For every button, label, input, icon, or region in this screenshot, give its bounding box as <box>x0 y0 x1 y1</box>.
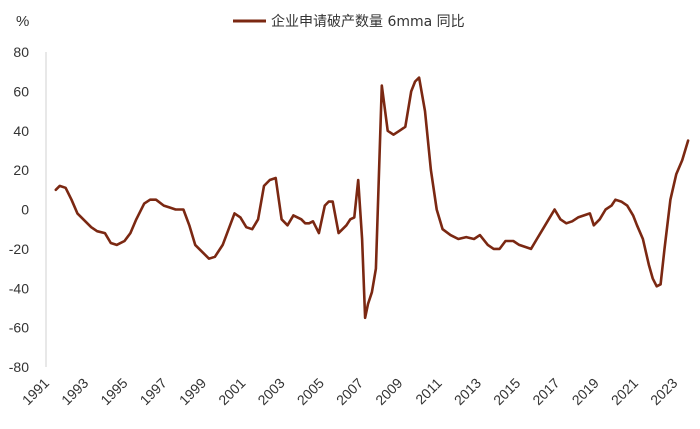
x-tick-label: 1991 <box>19 375 52 408</box>
y-tick-label: 60 <box>13 83 29 99</box>
x-tick-label: 2001 <box>215 375 248 408</box>
x-tick-label: 1995 <box>97 375 130 408</box>
x-tick-label: 2011 <box>412 375 445 408</box>
y-tick-label: 20 <box>13 162 29 178</box>
legend: 企业申请破产数量 6mma 同比 <box>233 13 465 30</box>
y-tick-label: -80 <box>9 359 29 375</box>
series-line <box>54 76 690 320</box>
x-tick-label: 2005 <box>294 375 327 408</box>
y-axis-unit: % <box>16 13 29 30</box>
y-tick-label: 0 <box>21 202 29 218</box>
legend-label: 企业申请破产数量 6mma 同比 <box>271 13 465 30</box>
x-tick-label: 1997 <box>137 375 170 408</box>
x-tick-label: 1993 <box>58 375 91 408</box>
y-tick-label: 80 <box>13 44 29 60</box>
y-tick-label: -40 <box>9 280 29 296</box>
x-tick-label: 2007 <box>333 375 366 408</box>
x-tick-label: 2021 <box>608 375 641 408</box>
x-tick-label: 2013 <box>451 375 484 408</box>
y-tick-label: -20 <box>9 241 29 257</box>
x-tick-label: 2015 <box>490 375 523 408</box>
x-axis-ticks: 1991 1993 1995 1997 1999 2001 2003 2005 2007 2009… <box>19 375 681 408</box>
x-tick-label: 2019 <box>569 375 602 408</box>
x-tick-label: 1999 <box>176 375 209 408</box>
x-tick-label: 2017 <box>529 375 562 408</box>
y-tick-label: -60 <box>9 320 29 336</box>
y-axis-ticks: 80 60 40 20 0 -20 -40 -60 -80 <box>9 44 29 375</box>
x-tick-label: 2023 <box>647 375 680 408</box>
y-tick-label: 40 <box>13 123 29 139</box>
x-tick-label: 2003 <box>254 375 287 408</box>
x-tick-label: 2009 <box>372 375 405 408</box>
